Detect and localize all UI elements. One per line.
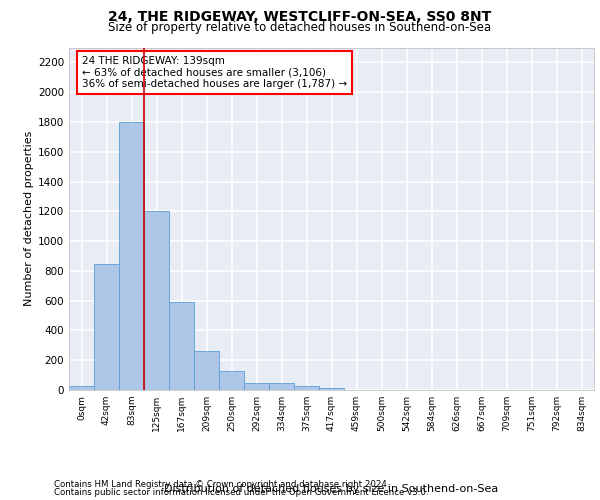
Bar [194, 352, 219, 390]
Bar [69, 386, 94, 390]
Bar [319, 388, 344, 390]
Bar [219, 370, 244, 390]
Text: Size of property relative to detached houses in Southend-on-Sea: Size of property relative to detached ho… [109, 21, 491, 34]
Text: 24 THE RIDGEWAY: 139sqm
← 63% of detached houses are smaller (3,106)
36% of semi: 24 THE RIDGEWAY: 139sqm ← 63% of detache… [82, 56, 347, 90]
Bar [144, 212, 169, 390]
Bar [169, 302, 194, 390]
X-axis label: Distribution of detached houses by size in Southend-on-Sea: Distribution of detached houses by size … [164, 484, 499, 494]
Y-axis label: Number of detached properties: Number of detached properties [24, 131, 34, 306]
Bar [269, 384, 294, 390]
Text: 24, THE RIDGEWAY, WESTCLIFF-ON-SEA, SS0 8NT: 24, THE RIDGEWAY, WESTCLIFF-ON-SEA, SS0 … [109, 10, 491, 24]
Text: Contains HM Land Registry data © Crown copyright and database right 2024.: Contains HM Land Registry data © Crown c… [54, 480, 389, 489]
Text: Contains public sector information licensed under the Open Government Licence v3: Contains public sector information licen… [54, 488, 428, 497]
Bar [119, 122, 144, 390]
Bar [244, 382, 269, 390]
Bar [94, 264, 119, 390]
Bar [294, 386, 319, 390]
